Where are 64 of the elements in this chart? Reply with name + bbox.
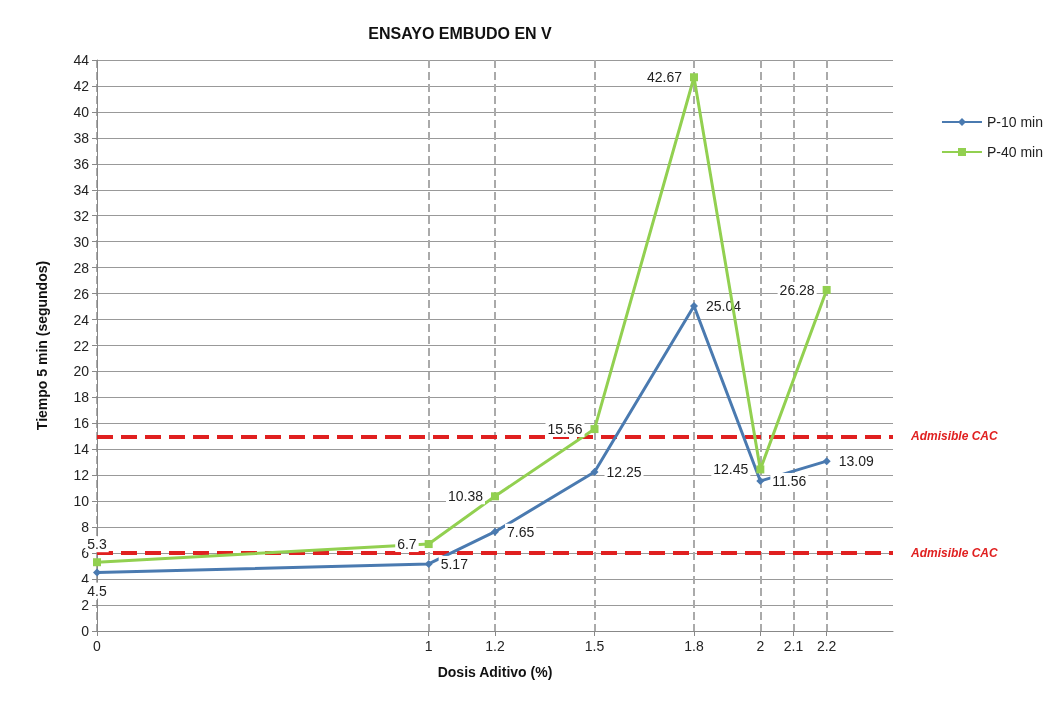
data-label: 13.09 [838, 453, 874, 470]
y-tick-label: 12 [73, 467, 90, 484]
data-label: 26.28 [779, 281, 815, 298]
data-label: 12.25 [606, 464, 642, 481]
data-label: 5.17 [440, 555, 469, 572]
data-label: 42.67 [646, 69, 683, 86]
data-label: 10.38 [447, 488, 484, 505]
point [491, 492, 499, 501]
x-tick-label: 2.2 [816, 638, 837, 654]
y-tick-label: 4 [81, 571, 90, 588]
y-tick-label: 42 [73, 77, 90, 94]
y-tick-label: 26 [73, 285, 90, 302]
y-tick-label: 28 [73, 259, 90, 276]
y-tick-label: 0 [81, 623, 90, 639]
point [822, 457, 831, 466]
y-tick-label: 36 [73, 155, 90, 172]
y-tick-label: 40 [73, 103, 90, 120]
ref-line-label: Admisible CAC [910, 546, 999, 561]
point [690, 73, 698, 82]
x-tick-label: 2.1 [783, 638, 804, 654]
point [756, 465, 765, 474]
point [822, 285, 831, 294]
y-tick-label: 2 [81, 597, 90, 614]
y-tick-label: 44 [73, 52, 90, 68]
data-label: 12.45 [713, 461, 749, 478]
point [424, 540, 433, 549]
x-tick-label: 2 [756, 638, 765, 654]
data-label: 6.7 [397, 536, 417, 553]
y-tick-label: 38 [73, 129, 90, 146]
point [93, 558, 101, 567]
data-label: 4.5 [87, 582, 107, 599]
y-tick-label: 30 [73, 233, 90, 250]
x-axis-title: Dosis Aditivo (%) [437, 664, 553, 680]
data-label: 7.65 [507, 523, 535, 540]
y-tick-label: 18 [73, 389, 90, 406]
y-tick-label: 20 [73, 363, 90, 380]
point [590, 468, 599, 477]
y-tick-label: 34 [73, 181, 90, 198]
legend-label: P-40 min [986, 144, 1044, 160]
point [424, 559, 433, 568]
x-tick-label: 1.2 [485, 638, 505, 654]
point [491, 527, 499, 536]
data-label: 11.56 [772, 472, 807, 489]
x-tick-label: 1 [424, 638, 433, 654]
point [690, 302, 698, 311]
point [590, 425, 599, 434]
y-tick-label: 10 [73, 493, 90, 510]
x-tick-label: 0 [93, 638, 102, 654]
y-tick-label: 22 [73, 337, 90, 354]
chart-title: ENSAYO EMBUDO EN V [368, 24, 553, 42]
y-tick-label: 24 [73, 311, 90, 328]
point [756, 476, 765, 485]
point [93, 568, 101, 577]
y-tick-label: 16 [73, 415, 90, 432]
ref-line-label: Admisible CAC [910, 429, 999, 444]
x-tick-label: 1.5 [584, 638, 605, 654]
y-axis-title: Tiempo 5 min (segundos) [34, 260, 50, 431]
data-label: 5.3 [87, 536, 107, 553]
legend-label: P-10 min [986, 114, 1044, 130]
data-label: 15.56 [547, 421, 583, 438]
x-tick-label: 1.8 [684, 638, 704, 654]
y-tick-label: 8 [81, 519, 90, 536]
y-tick-label: 32 [73, 207, 90, 224]
y-tick-label: 14 [73, 441, 90, 458]
